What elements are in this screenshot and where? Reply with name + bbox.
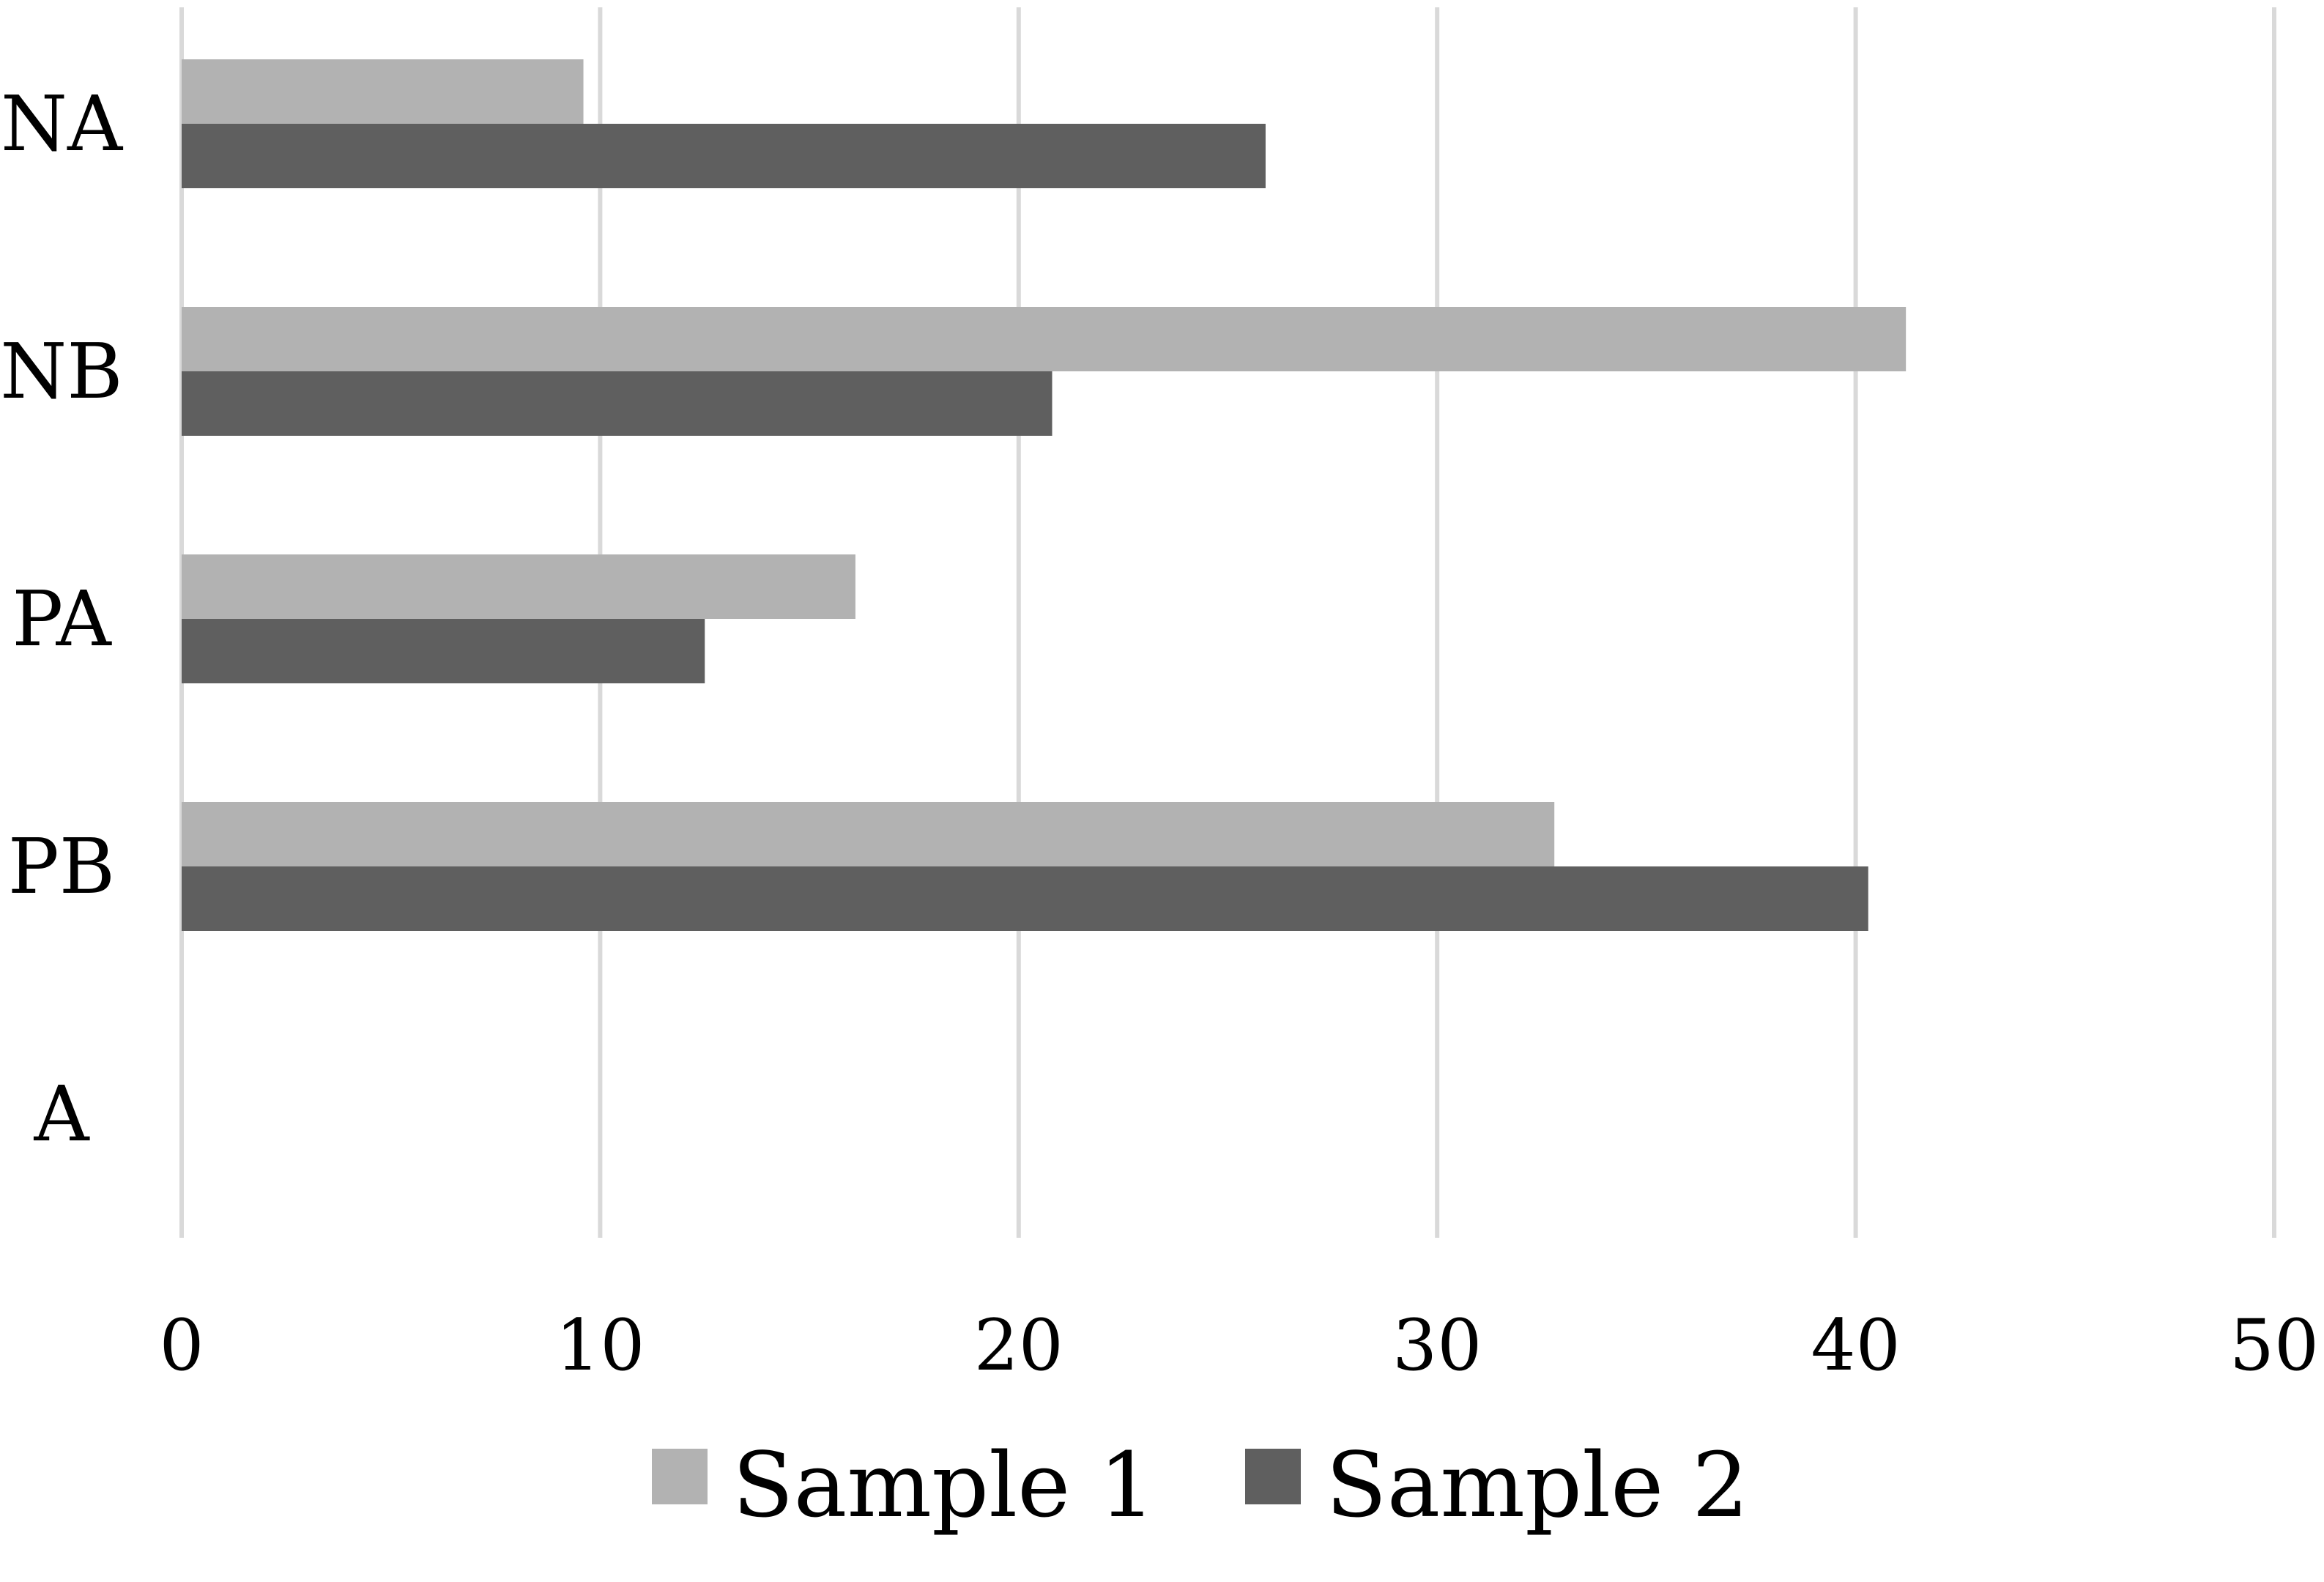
legend-swatch xyxy=(652,1449,708,1504)
legend-label: Sample 1 xyxy=(732,1433,1156,1537)
bar-pb-sample-1 xyxy=(182,802,1555,866)
legend-swatch xyxy=(1245,1449,1301,1504)
category-labels: NA NB PA PB A xyxy=(0,79,124,1159)
gridlines xyxy=(179,7,2276,1238)
category-label: PA xyxy=(12,574,112,664)
bar-na-sample-2 xyxy=(182,124,1266,188)
category-label: NA xyxy=(1,79,124,168)
x-tick-label: 0 xyxy=(159,1304,204,1386)
bar-pa-sample-1 xyxy=(182,554,855,619)
bars xyxy=(182,59,1907,931)
category-label: NB xyxy=(0,327,122,416)
bar-nb-sample-2 xyxy=(182,371,1053,436)
x-tick-label: 30 xyxy=(1392,1304,1482,1386)
x-tick-label: 10 xyxy=(555,1304,645,1386)
legend-label: Sample 2 xyxy=(1326,1433,1749,1537)
x-tick-label: 40 xyxy=(1811,1304,1901,1386)
bar-na-sample-1 xyxy=(182,59,584,124)
bar-pa-sample-2 xyxy=(182,619,705,683)
legend: Sample 1 Sample 2 xyxy=(652,1433,1749,1537)
x-tick-label: 50 xyxy=(2230,1304,2319,1386)
x-axis-tick-labels: 0 10 20 30 40 50 xyxy=(159,1304,2319,1386)
category-label: PB xyxy=(8,822,115,911)
bar-pb-sample-2 xyxy=(182,866,1868,931)
bar-nb-sample-1 xyxy=(182,307,1907,371)
x-tick-label: 20 xyxy=(974,1304,1063,1386)
category-label: A xyxy=(33,1069,90,1159)
